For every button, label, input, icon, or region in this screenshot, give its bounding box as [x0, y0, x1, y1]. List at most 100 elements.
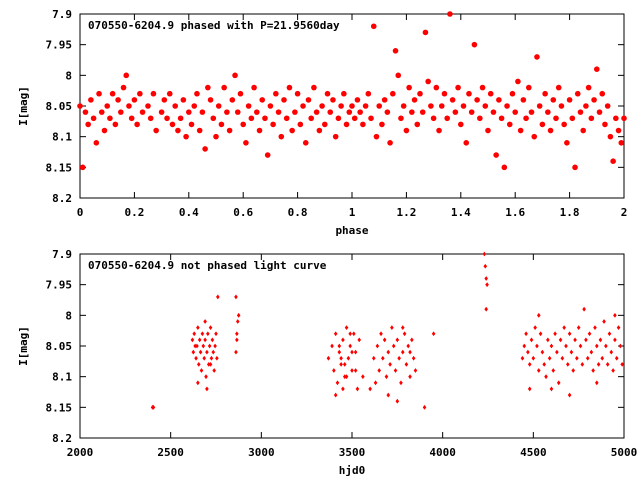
data-point — [205, 84, 211, 91]
data-point — [229, 97, 236, 103]
data-point — [158, 109, 165, 115]
data-point — [208, 362, 213, 367]
data-point — [522, 343, 527, 349]
data-point — [300, 103, 306, 109]
data-point — [349, 103, 355, 109]
data-point — [553, 115, 559, 122]
x-tick-label: 1.8 — [560, 206, 580, 219]
x-tick-label: 0.8 — [288, 206, 308, 219]
data-point — [270, 121, 276, 128]
data-point — [419, 109, 426, 115]
data-point — [128, 115, 135, 122]
data-point — [599, 90, 606, 97]
data-point — [196, 380, 200, 386]
data-point — [591, 97, 597, 103]
data-point — [337, 349, 342, 355]
data-point — [411, 97, 418, 103]
data-point — [390, 90, 396, 97]
data-point — [393, 368, 398, 373]
data-point — [531, 133, 538, 140]
data-point — [377, 368, 381, 373]
data-point — [134, 121, 140, 128]
data-point — [458, 121, 464, 128]
data-point — [375, 343, 380, 349]
data-point — [572, 164, 578, 171]
data-point — [342, 374, 347, 380]
data-point — [305, 97, 312, 103]
data-point — [422, 29, 429, 36]
data-point — [376, 103, 383, 109]
data-point — [484, 306, 488, 312]
data-point — [210, 115, 217, 122]
data-point — [195, 343, 199, 349]
y-tick-label: 8.15 — [46, 401, 73, 414]
data-point — [175, 127, 181, 134]
data-point — [286, 84, 293, 91]
data-point — [199, 109, 206, 115]
data-point — [438, 103, 445, 109]
data-point — [351, 115, 358, 122]
data-point — [593, 325, 597, 330]
data-point — [496, 97, 502, 103]
data-point — [354, 97, 361, 103]
data-point — [569, 349, 574, 355]
data-point — [517, 127, 524, 134]
data-point — [400, 325, 405, 330]
data-point — [487, 90, 494, 97]
data-point — [605, 362, 610, 367]
data-point — [79, 164, 86, 171]
data-point — [526, 84, 532, 91]
data-point — [391, 343, 396, 349]
data-point — [338, 103, 344, 109]
x-tick-label: 2500 — [157, 446, 184, 459]
data-point — [527, 362, 532, 367]
data-point — [236, 312, 241, 318]
x-tick-label: 0.2 — [124, 206, 144, 219]
data-point — [403, 127, 410, 134]
data-point — [232, 72, 238, 79]
data-point — [177, 115, 184, 122]
data-point — [240, 121, 246, 128]
data-point — [311, 84, 317, 91]
data-point — [180, 97, 187, 103]
data-point — [368, 115, 374, 122]
y-tick-label: 8.1 — [52, 371, 72, 384]
data-point — [333, 331, 338, 337]
data-point — [406, 84, 412, 91]
data-point — [357, 109, 363, 115]
data-point — [555, 349, 559, 355]
data-point — [199, 368, 204, 373]
data-point — [613, 337, 617, 343]
data-point — [224, 109, 230, 115]
data-point — [482, 103, 489, 109]
data-point — [362, 103, 369, 109]
data-point — [566, 97, 573, 103]
data-point — [544, 374, 548, 380]
data-point — [209, 355, 214, 361]
data-point — [555, 84, 562, 91]
data-point — [259, 97, 266, 103]
data-point — [463, 140, 470, 146]
data-point — [542, 90, 548, 97]
unphased-light-curve-panel: 2000 2500 3000 3500 4000 4500 5000 7.9 7.95 8 8.05… — [17, 248, 637, 477]
data-point — [101, 127, 108, 134]
data-point — [237, 90, 244, 97]
data-point — [582, 306, 586, 312]
data-point — [137, 90, 143, 97]
data-point — [538, 331, 543, 337]
data-point — [583, 103, 589, 109]
data-point — [598, 337, 603, 343]
data-point — [93, 140, 100, 146]
data-point — [580, 127, 586, 134]
y-tick-label: 8.2 — [52, 192, 72, 205]
x-tick-label: 1.6 — [505, 206, 525, 219]
data-point — [577, 109, 584, 115]
data-point — [243, 140, 249, 146]
data-point — [589, 349, 594, 355]
data-point — [281, 97, 287, 103]
data-point — [565, 362, 570, 367]
y-tick-label: 8.05 — [46, 340, 73, 353]
data-point — [490, 109, 497, 115]
data-point — [596, 109, 603, 115]
data-point — [578, 343, 583, 349]
